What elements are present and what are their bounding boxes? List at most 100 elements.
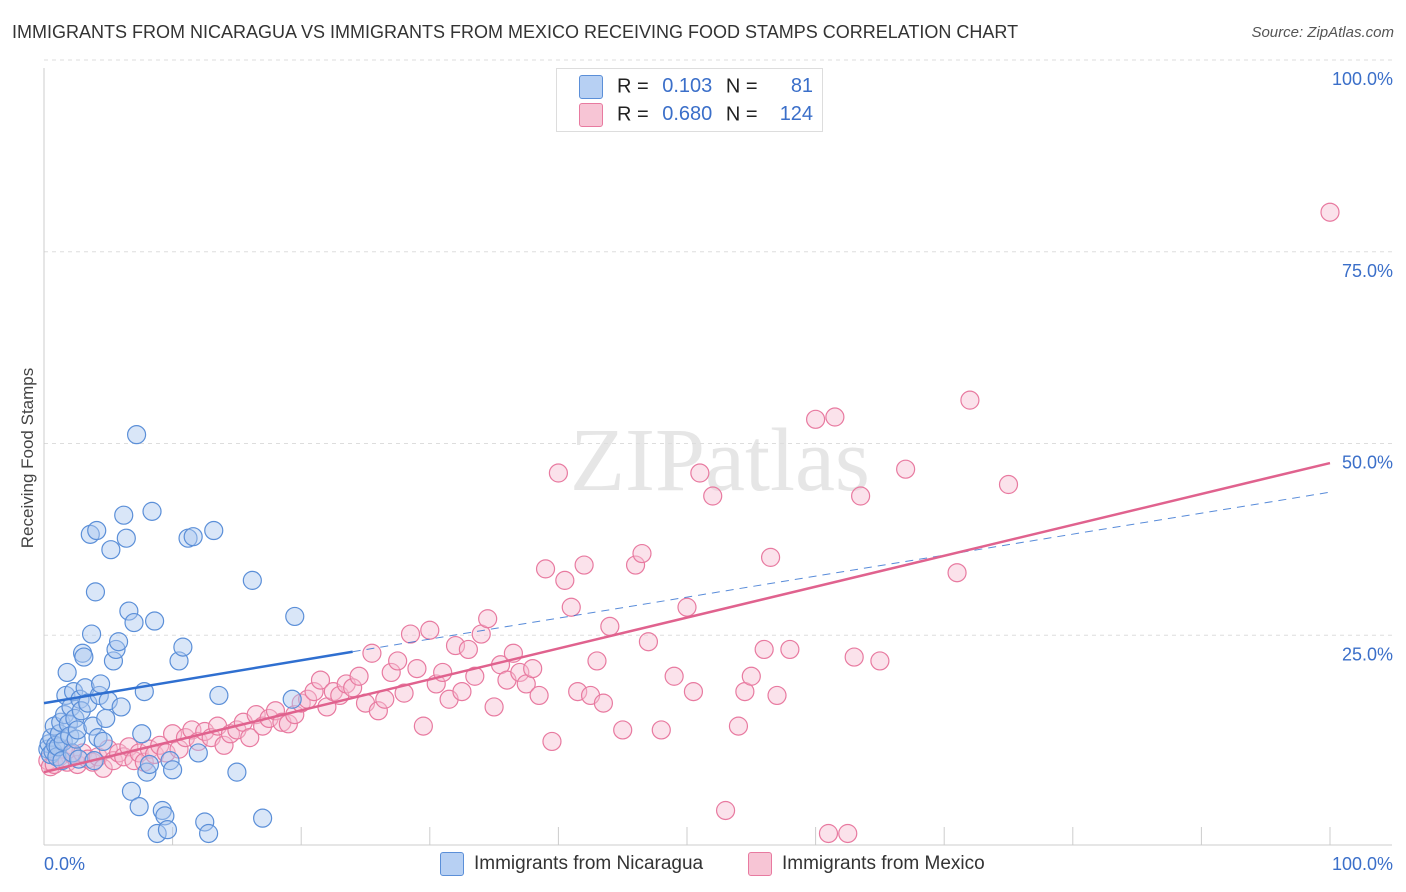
data-point-nicaragua	[253, 808, 273, 828]
chart-title: IMMIGRANTS FROM NICARAGUA VS IMMIGRANTS …	[12, 22, 1019, 42]
data-point-nicaragua	[74, 647, 94, 667]
data-point-mexico	[805, 409, 826, 429]
data-point-mexico	[240, 728, 260, 748]
x-tick-label: 0.0%	[44, 854, 85, 874]
data-point-mexico	[445, 635, 466, 656]
data-point-nicaragua	[67, 720, 88, 740]
data-point-mexico	[484, 697, 504, 717]
data-point-mexico	[741, 666, 761, 686]
data-point-mexico	[870, 651, 890, 671]
data-point-nicaragua	[81, 624, 102, 644]
data-point-nicaragua	[282, 689, 302, 709]
data-point-mexico	[1320, 202, 1340, 222]
data-point-nicaragua	[147, 823, 167, 844]
data-point-mexico	[613, 720, 633, 740]
data-point-mexico	[362, 643, 382, 663]
data-point-mexico	[690, 463, 710, 483]
data-point-mexico	[478, 609, 498, 629]
data-point-mexico	[844, 647, 864, 667]
data-point-nicaragua	[209, 685, 229, 706]
y-tick-label: 25.0%	[1342, 644, 1393, 664]
data-point-mexico	[593, 693, 614, 713]
data-point-nicaragua	[121, 781, 142, 801]
data-point-nicaragua	[63, 681, 84, 702]
data-point-nicaragua	[96, 708, 116, 729]
legend-n-mexico: 124	[779, 103, 814, 126]
legend-row-mexico: R = 0.680 N = 124	[579, 103, 813, 127]
bottom-legend-label-mexico: Immigrants from Mexico	[782, 853, 985, 875]
source-label: Source: ZipAtlas.com	[1251, 24, 1394, 41]
data-point-nicaragua	[157, 820, 178, 840]
legend-r-mexico: 0.680	[662, 103, 713, 126]
data-point-nicaragua	[116, 528, 136, 548]
y-tick-label: 75.0%	[1342, 261, 1393, 281]
data-point-nicaragua	[65, 708, 85, 729]
data-point-nicaragua	[173, 637, 193, 657]
data-point-mexico	[760, 547, 781, 567]
data-point-mexico	[780, 639, 800, 660]
data-point-mexico	[413, 716, 433, 736]
data-point-mexico	[625, 555, 646, 575]
legend-swatch-nicaragua	[579, 75, 603, 99]
data-point-nicaragua	[52, 751, 72, 771]
data-point-nicaragua	[93, 731, 113, 752]
trend-line-nicaragua	[43, 650, 353, 705]
data-point-mexico	[651, 720, 671, 740]
data-point-mexico	[214, 735, 234, 755]
gridlines	[44, 59, 1392, 636]
data-point-mexico	[400, 624, 421, 644]
data-point-mexico	[767, 685, 787, 706]
data-point-mexico	[851, 486, 871, 506]
data-point-mexico	[632, 543, 652, 564]
trend-lines	[43, 461, 1331, 774]
data-point-mexico	[600, 616, 620, 637]
legend-r-label: R =	[617, 103, 649, 126]
data-point-mexico	[542, 731, 562, 752]
data-point-mexico	[998, 474, 1019, 495]
data-point-nicaragua	[90, 674, 111, 694]
data-point-mexico	[587, 651, 607, 671]
bottom-legend-label-nicaragua: Immigrants from Nicaragua	[474, 853, 704, 875]
y-tick-label: 50.0%	[1342, 453, 1393, 473]
bottom-swatch-mexico	[748, 852, 772, 876]
data-point-mexico	[960, 390, 980, 410]
data-point-mexico	[683, 681, 704, 702]
data-point-nicaragua	[85, 582, 106, 602]
data-point-nicaragua	[183, 527, 203, 547]
data-point-mexico	[896, 459, 916, 479]
data-point-mexico	[388, 651, 408, 671]
data-point-mexico	[523, 658, 543, 679]
data-point-mexico	[703, 486, 723, 506]
data-point-mexico	[715, 800, 736, 821]
series-nicaragua	[38, 425, 305, 844]
legend-swatch-mexico	[579, 103, 603, 127]
data-point-nicaragua	[152, 800, 172, 821]
data-point-nicaragua	[188, 743, 208, 763]
data-point-mexico	[349, 666, 369, 686]
data-point-nicaragua	[87, 520, 107, 541]
data-point-mexico	[304, 681, 324, 702]
tick-labels: 100.0% 75.0% 50.0% 25.0% 0.0% 100.0%	[44, 69, 1393, 874]
data-point-nicaragua	[204, 520, 224, 541]
trend-line-nicaragua-extension	[352, 491, 1331, 653]
data-point-mexico	[529, 685, 549, 706]
data-point-nicaragua	[139, 754, 160, 775]
data-point-mexico	[664, 666, 684, 686]
data-point-nicaragua	[199, 823, 219, 844]
data-point-nicaragua	[285, 606, 305, 627]
data-point-mexico	[754, 639, 774, 660]
data-point-nicaragua	[57, 662, 77, 683]
data-point-nicaragua	[119, 601, 139, 621]
data-point-nicaragua	[227, 762, 247, 782]
data-point-mexico	[677, 597, 697, 617]
data-point-mexico	[465, 666, 485, 686]
data-point-nicaragua	[124, 612, 144, 633]
data-point-mexico	[407, 658, 427, 679]
data-point-nicaragua	[137, 762, 157, 782]
data-point-mexico	[381, 662, 401, 683]
data-point-mexico	[561, 597, 581, 617]
data-point-nicaragua	[106, 639, 126, 660]
trend-line-mexico	[43, 461, 1331, 774]
data-point-nicaragua	[103, 651, 124, 671]
